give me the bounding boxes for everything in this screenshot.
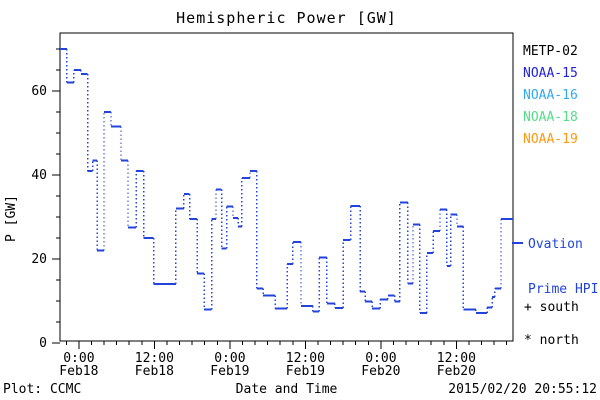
series-key-dash-icon (512, 242, 523, 244)
x-tick-date-label: Feb20 (437, 364, 476, 379)
legend-item-metp-02: METP-02 (523, 44, 578, 59)
y-tick-label: 0 (39, 336, 47, 351)
legend-item-noaa-15: NOAA-15 (523, 66, 578, 81)
x-tick-date-label: Feb19 (210, 364, 249, 379)
x-tick-time-label: 0:00 (214, 351, 245, 366)
x-tick-date-label: Feb18 (59, 364, 98, 379)
x-tick-time-label: 0:00 (63, 351, 94, 366)
legend-item-noaa-19: NOAA-19 (523, 132, 578, 147)
series-risers (66, 49, 502, 314)
x-tick-date-label: Feb18 (135, 364, 174, 379)
x-tick-date-label: Feb19 (286, 364, 325, 379)
legend-item-noaa-18: NOAA-18 (523, 110, 578, 125)
x-tick-time-label: 12:00 (135, 351, 174, 366)
legend-item-noaa-16: NOAA-16 (523, 88, 578, 103)
north-marker-label: * north (524, 333, 579, 348)
series-annotation-line2: Prime HPI (528, 282, 599, 297)
y-tick-label: 40 (31, 168, 47, 183)
plot-timestamp: 2015/02/20 20:55:12 (448, 382, 597, 397)
y-tick-label: 60 (31, 84, 47, 99)
series-annotation-line1: Ovation (528, 237, 583, 252)
y-axis-label: P [GW] (4, 195, 19, 242)
chart-title: Hemispheric Power [GW] (176, 9, 397, 27)
y-tick-label: 20 (31, 252, 47, 267)
x-tick-time-label: 12:00 (437, 351, 476, 366)
x-tick-time-label: 12:00 (286, 351, 325, 366)
axes-box (59, 32, 514, 342)
south-marker-label: + south (524, 300, 579, 315)
series-treads (60, 48, 513, 315)
plot-source-text: Plot: CCMC (3, 382, 82, 397)
series-annotation: Ovation Prime HPI (512, 207, 598, 327)
x-axis-label: Date and Time (235, 382, 338, 397)
x-tick-date-label: Feb20 (361, 364, 400, 379)
x-tick-time-label: 0:00 (365, 351, 396, 366)
